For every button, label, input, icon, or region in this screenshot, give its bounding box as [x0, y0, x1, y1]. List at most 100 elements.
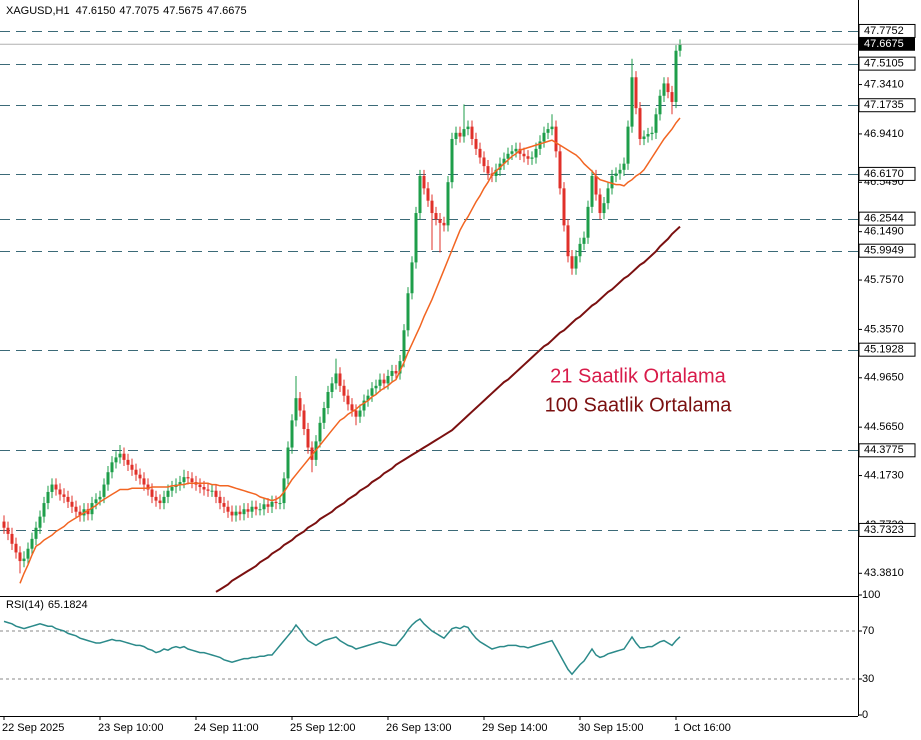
candle-body [506, 153, 510, 159]
candle-body [518, 148, 522, 154]
x-tick-label: 23 Sep 10:00 [98, 722, 163, 734]
candle-body [570, 256, 574, 269]
candle-body [302, 410, 306, 430]
candle-body [422, 176, 426, 189]
candle-body [54, 484, 58, 490]
candle-body [402, 330, 406, 362]
candle-body [478, 148, 482, 158]
candle-body [414, 213, 418, 263]
candle-body [46, 491, 50, 504]
candle-body [434, 213, 438, 220]
rsi-tick-label: 70 [862, 625, 874, 637]
x-tick-label: 25 Sep 12:00 [290, 722, 355, 734]
candle-body [426, 188, 430, 201]
candle-body [78, 511, 82, 516]
y-tick-label: 46.1490 [864, 226, 904, 238]
candle-body [38, 516, 42, 528]
level-label: 47.5105 [864, 58, 904, 70]
candle-body [558, 151, 562, 189]
level-label-box [858, 342, 916, 357]
level-label: 47.1735 [864, 99, 904, 111]
candle-body [106, 472, 110, 485]
x-tick-label: 22 Sep 2025 [2, 722, 64, 734]
level-label-box [858, 522, 916, 537]
candle-body [250, 506, 254, 512]
candle-body [614, 173, 618, 177]
candle-body [526, 156, 530, 159]
level-label-box [858, 98, 916, 113]
candle-body [262, 504, 266, 510]
candle-body [398, 361, 402, 374]
y-tick-label: 44.5650 [864, 421, 904, 433]
candle-body [206, 489, 210, 491]
candle-body [658, 95, 662, 115]
rsi-name: RSI(14) [6, 599, 44, 611]
candle-body [242, 509, 246, 515]
candle-body [58, 489, 62, 495]
candle-body [94, 499, 98, 504]
candle-body [538, 141, 542, 149]
candle-body [110, 462, 114, 473]
level-label-box [858, 56, 916, 71]
candle-body [358, 410, 362, 417]
candle-body [330, 383, 334, 392]
candle-body [318, 422, 322, 442]
candle-body [638, 108, 642, 139]
level-label: 46.6170 [864, 168, 904, 180]
candle-body [474, 138, 478, 149]
candle-body [66, 496, 70, 502]
candle-body [510, 151, 514, 154]
candle-body [562, 188, 566, 226]
candle-body [610, 176, 614, 189]
candle-body [338, 373, 342, 386]
candle-body [462, 129, 466, 137]
x-tick-label: 29 Sep 14:00 [482, 722, 547, 734]
candle-body [126, 459, 130, 465]
candle-body [274, 501, 278, 504]
level-label-box [858, 243, 916, 258]
y-tick-label: 44.1730 [864, 469, 904, 481]
candle-body [154, 496, 158, 501]
candle-body [222, 503, 226, 507]
candle-body [166, 490, 170, 497]
candle-body [6, 527, 10, 534]
level-label: 47.7752 [864, 25, 904, 37]
candle-body [662, 83, 666, 96]
x-tick-label: 24 Sep 11:00 [194, 722, 259, 734]
level-label-box [858, 443, 916, 458]
candle-body [530, 157, 534, 159]
candle-body [438, 219, 442, 223]
level-label: 45.9949 [864, 245, 904, 257]
candle-body [298, 398, 302, 411]
chart-header: XAGUSD,H1 47.6150 47.7075 47.5675 47.6675 [6, 5, 247, 17]
candle-body [30, 538, 34, 549]
candle-body [606, 188, 610, 204]
candle-body [374, 385, 378, 389]
candle-body [198, 484, 202, 488]
candle-body [418, 176, 422, 214]
candle-body [594, 176, 598, 195]
candle-body [146, 484, 150, 490]
candle-body [74, 506, 78, 512]
candle-body [22, 558, 26, 562]
level-label: 46.2544 [864, 213, 904, 225]
candle-body [102, 484, 106, 497]
candle-body [162, 496, 166, 504]
candle-body [2, 521, 6, 528]
candle-body [502, 158, 506, 164]
candle-body [622, 163, 626, 170]
candle-body [430, 200, 434, 214]
y-tick-label: 43.3810 [864, 567, 904, 579]
candle-body [654, 114, 658, 133]
candle-body [10, 533, 14, 544]
series-label: 100 Saatlik Ortalama [545, 394, 733, 416]
candle-body [150, 489, 154, 497]
level-label-box [858, 211, 916, 226]
candle-body [630, 77, 634, 127]
rsi-tick-label: 30 [862, 673, 874, 685]
candle-body [50, 484, 54, 492]
candle-body [334, 373, 338, 384]
candle-body [230, 511, 234, 516]
y-tick-label: 47.3410 [864, 78, 904, 90]
